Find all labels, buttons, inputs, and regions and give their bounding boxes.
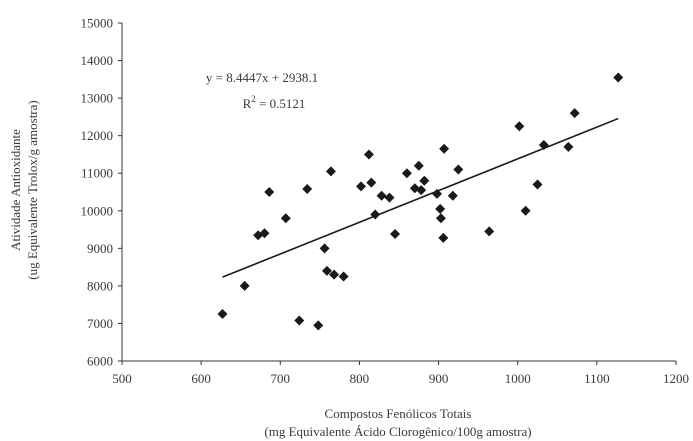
axes: 500 600 700 800 900 1000 1100 1200 6000 7000 8000… [81,16,690,387]
y-tick-label: 7000 [87,316,113,331]
data-point [413,160,424,171]
data-point [259,228,270,239]
data-point [419,175,430,186]
data-point [563,141,574,152]
trendline-layer [222,117,619,278]
data-point [613,72,624,83]
y-tick-label: 10000 [81,203,114,218]
data-point [217,309,228,320]
y-tick-label: 11000 [81,166,113,181]
data-point [447,190,458,201]
data-point [321,265,332,276]
y-tick-label: 13000 [81,91,114,106]
x-tick-label: 700 [271,371,291,386]
y-tick-label: 8000 [87,278,113,293]
x-tick-label: 800 [350,371,370,386]
data-point [239,280,250,291]
trendline [222,117,619,278]
data-point [366,177,377,188]
data-point [416,185,427,196]
data-point [384,192,395,203]
x-tick-label: 900 [429,371,449,386]
x-axis-title-line2: (mg Equivalente Ácido Clorogênico/100g a… [264,424,531,439]
data-point [569,108,580,119]
y-axis-title-line2: (ug Equivalente Trolox/g amostra) [25,100,40,279]
data-point [532,179,543,190]
data-point [435,203,446,214]
data-point [376,190,387,201]
data-point [319,243,330,254]
r2-r: R [243,96,252,111]
y-tick-label: 12000 [81,128,114,143]
data-point [431,188,442,199]
x-tick-label: 1100 [584,371,610,386]
x-axis-title-line1: Compostos Fenólicos Totais [325,406,472,421]
x-tick-label: 500 [112,371,132,386]
data-point [439,143,450,154]
data-points [217,72,624,331]
data-point [356,181,367,192]
y-ticks: 6000 7000 8000 9000 10000 11000 12000 13000 1400… [81,16,122,369]
data-point [514,121,525,132]
r-squared-label: R2 = 0.5121 [243,94,306,111]
x-ticks: 500 600 700 800 900 1000 1100 1200 [112,361,689,386]
data-point [363,149,374,160]
data-point [438,232,449,243]
data-point [280,213,291,224]
data-point [390,229,401,240]
r2-value: = 0.5121 [256,96,306,111]
y-tick-label: 15000 [81,16,114,31]
data-point [520,205,531,216]
regression-equation: y = 8.4447x + 2938.1 [206,70,318,85]
x-tick-label: 1000 [505,371,531,386]
data-point [538,140,549,151]
data-point [264,187,275,197]
data-point [313,320,324,331]
data-point [329,269,340,280]
y-axis-title-line1: Atividade Antioxidante [8,129,23,251]
data-point [401,168,412,179]
data-point [370,209,381,220]
data-point [302,183,313,194]
data-point [325,166,336,177]
y-tick-label: 6000 [87,354,113,369]
data-point [338,271,349,282]
data-point [294,315,305,326]
data-point [453,164,464,175]
x-tick-label: 1200 [663,371,689,386]
x-tick-label: 600 [191,371,211,386]
y-tick-label: 14000 [81,53,114,68]
data-point [435,213,446,224]
r2-exponent: 2 [251,94,256,104]
y-tick-label: 9000 [87,241,113,256]
data-point [484,226,495,237]
